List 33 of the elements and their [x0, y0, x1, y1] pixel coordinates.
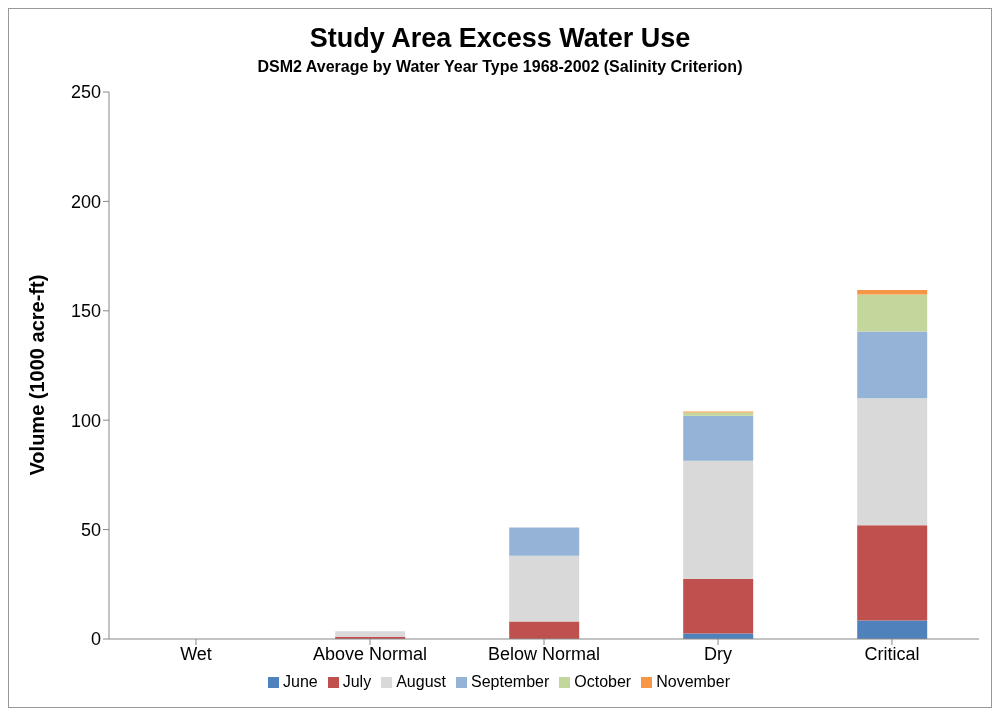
- bar: [857, 290, 928, 295]
- legend-label: November: [656, 673, 730, 690]
- bar: [857, 331, 928, 399]
- chart-title: Study Area Excess Water Use: [308, 23, 692, 54]
- y-axis-title: Volume (1000 acre-ft): [26, 274, 49, 476]
- y-tick-label: 150: [70, 301, 101, 322]
- legend-label: August: [396, 673, 446, 690]
- y-tick-label: 50: [80, 519, 101, 540]
- bar: [683, 578, 754, 634]
- bar: [509, 555, 580, 622]
- chart-subtitle: DSM2 Average by Water Year Type 1968-2002 (Salinity Criterion): [256, 58, 744, 76]
- y-tick-label: 250: [70, 82, 101, 103]
- y-tick-label: 200: [70, 191, 101, 212]
- y-tick-label: 0: [90, 629, 101, 650]
- x-tick-label: Dry: [704, 643, 732, 664]
- bar: [683, 415, 754, 461]
- legend-label: October: [574, 673, 632, 690]
- legend-label: July: [342, 673, 372, 690]
- bar: [857, 525, 928, 621]
- x-tick-label: Above Normal: [312, 643, 428, 664]
- bar: [857, 620, 928, 639]
- legend-label: June: [283, 673, 318, 690]
- bar: [857, 294, 928, 332]
- x-tick-label: Wet: [180, 643, 212, 664]
- bar: [509, 621, 580, 639]
- y-tick-label: 100: [70, 410, 101, 431]
- x-tick-label: Critical: [864, 643, 920, 664]
- bar: [683, 460, 754, 579]
- bar: [509, 527, 580, 556]
- bar: [335, 631, 406, 637]
- bar: [857, 398, 928, 526]
- x-tick-label: Below Normal: [487, 643, 601, 664]
- legend-label: September: [470, 673, 550, 690]
